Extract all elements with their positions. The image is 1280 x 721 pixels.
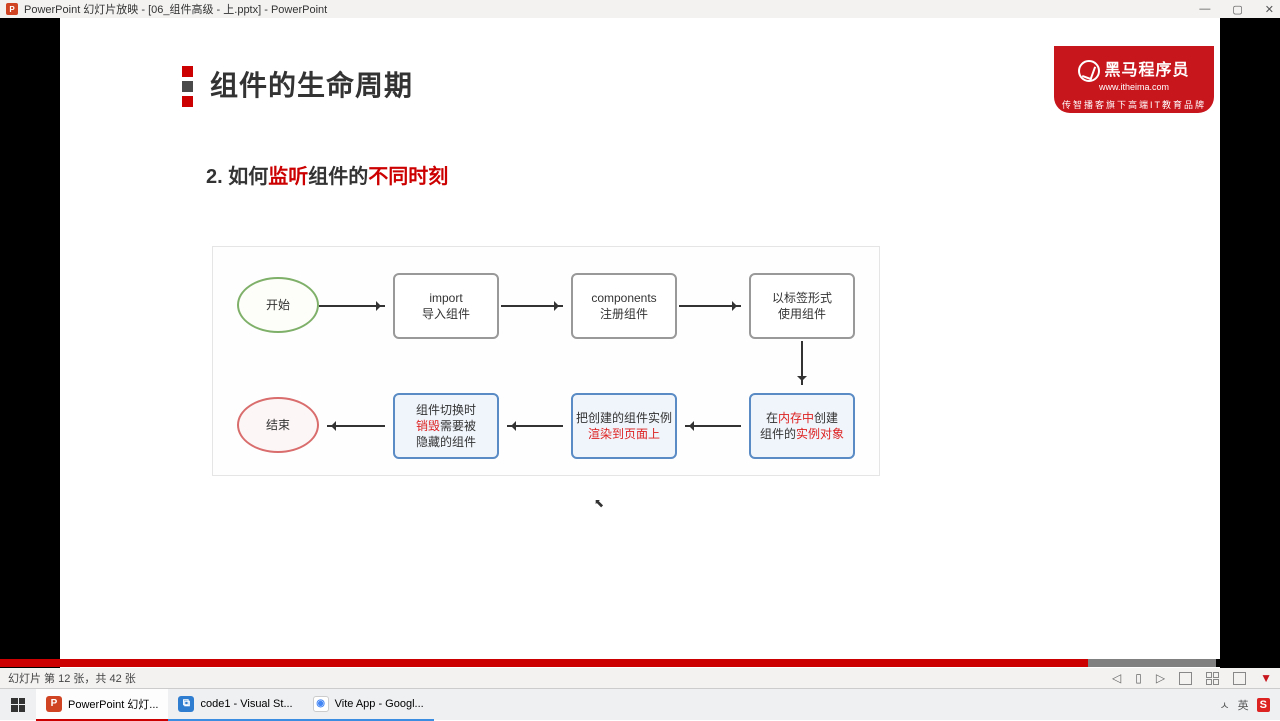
window-titlebar: P PowerPoint 幻灯片放映 - [06_组件高级 - 上.pptx] … [0, 0, 1280, 18]
flow-arrow [679, 305, 741, 307]
status-bar: 幻灯片 第 12 张，共 42 张 ◁ ▯ ▷ ▼ [0, 668, 1280, 688]
tray-overflow-icon[interactable]: ㅅ [1220, 697, 1230, 713]
system-tray: ㅅ 英 S [1210, 697, 1280, 713]
menu-button[interactable]: ▯ [1135, 671, 1142, 685]
flow-node-create-instance: 在内存中创建 组件的实例对象 [749, 393, 855, 459]
flow-node-start: 开始 [237, 277, 319, 333]
tray-app-icon[interactable]: S [1257, 698, 1270, 712]
flow-arrow [801, 341, 803, 385]
flow-node-import: import导入组件 [393, 273, 499, 339]
chrome-icon: ◉ [313, 696, 329, 712]
brand-badge: 黑马程序员 www.itheima.com 传智播客旗下高端IT教育品牌 [1054, 46, 1214, 113]
powerpoint-icon: P [6, 3, 18, 15]
next-slide-button[interactable]: ▷ [1156, 671, 1165, 685]
title-bullet-icon [182, 66, 193, 111]
flow-arrow [319, 305, 385, 307]
flow-node-destroy: 组件切换时 销毁需要被 隐藏的组件 [393, 393, 499, 459]
slide: 组件的生命周期 黑马程序员 www.itheima.com 传智播客旗下高端IT… [60, 18, 1220, 668]
flow-node-render: 把创建的组件实例渲染到页面上 [571, 393, 677, 459]
close-button[interactable]: ✕ [1265, 3, 1274, 16]
taskbar: P PowerPoint 幻灯... ⧉ code1 - Visual St..… [0, 688, 1280, 720]
taskbar-item-vscode[interactable]: ⧉ code1 - Visual St... [168, 689, 302, 721]
reading-view-icon[interactable] [1233, 672, 1246, 685]
window-title: PowerPoint 幻灯片放映 - [06_组件高级 - 上.pptx] - … [24, 1, 327, 17]
flow-node-end: 结束 [237, 397, 319, 453]
normal-view-icon[interactable] [1179, 672, 1192, 685]
brand-url: www.itheima.com [1054, 82, 1214, 92]
flow-arrow [507, 425, 563, 427]
sorter-view-icon[interactable] [1206, 672, 1219, 685]
brand-name: 黑马程序员 [1104, 62, 1189, 79]
flow-arrow [327, 425, 385, 427]
presentation-stage: 组件的生命周期 黑马程序员 www.itheima.com 传智播客旗下高端IT… [0, 18, 1280, 668]
brand-logo-icon [1078, 60, 1100, 82]
slide-counter: 幻灯片 第 12 张，共 42 张 [8, 670, 136, 686]
powerpoint-icon: P [46, 696, 62, 712]
minimize-button[interactable]: — [1199, 3, 1210, 16]
slide-heading: 2. 如何监听组件的不同时刻 [206, 160, 448, 189]
cursor-icon: ⬉ [594, 496, 604, 510]
brand-tagline: 传智播客旗下高端IT教育品牌 [1054, 98, 1214, 111]
maximize-button[interactable]: ▢ [1232, 3, 1242, 16]
taskbar-label: Vite App - Googl... [335, 698, 424, 710]
slideshow-view-icon[interactable]: ▼ [1260, 671, 1272, 685]
flow-node-tag-use: 以标签形式使用组件 [749, 273, 855, 339]
taskbar-label: code1 - Visual St... [200, 698, 292, 710]
flow-arrow [685, 425, 741, 427]
flow-node-components: components注册组件 [571, 273, 677, 339]
taskbar-item-powerpoint[interactable]: P PowerPoint 幻灯... [36, 689, 168, 721]
progress-fill [0, 659, 1088, 667]
prev-slide-button[interactable]: ◁ [1112, 671, 1121, 685]
taskbar-label: PowerPoint 幻灯... [68, 696, 158, 712]
taskbar-item-chrome[interactable]: ◉ Vite App - Googl... [303, 689, 434, 721]
flowchart: 开始 import导入组件 components注册组件 以标签形式使用组件 在… [212, 246, 880, 476]
start-button[interactable] [0, 689, 36, 721]
ime-indicator[interactable]: 英 [1238, 697, 1249, 713]
progress-remaining [1088, 659, 1216, 667]
flow-arrow [501, 305, 563, 307]
vscode-icon: ⧉ [178, 696, 194, 712]
slide-title: 组件的生命周期 [210, 64, 413, 104]
window-controls: — ▢ ✕ [1199, 3, 1274, 16]
